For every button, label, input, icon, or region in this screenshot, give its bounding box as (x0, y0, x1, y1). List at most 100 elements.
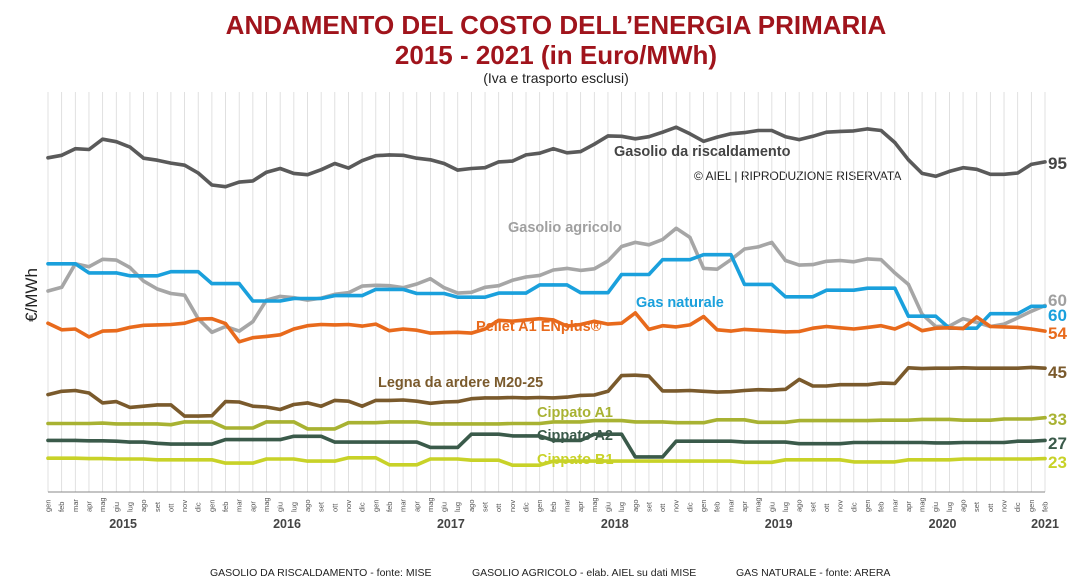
data-point (906, 366, 911, 370)
data-point (865, 440, 870, 445)
series-name-label: Cippato A2 (537, 428, 613, 444)
data-point (264, 438, 269, 442)
data-point (60, 285, 64, 289)
year-label: 2018 (601, 517, 629, 531)
data-point (142, 323, 146, 327)
data-point (865, 383, 870, 387)
data-point (210, 330, 214, 334)
data-point (934, 366, 938, 370)
data-point (742, 327, 747, 331)
data-point (893, 327, 897, 331)
data-point (1016, 457, 1020, 461)
data-point (442, 291, 446, 296)
data-point (415, 328, 419, 332)
series-name-label: Gasolio da riscaldamento (614, 144, 791, 160)
data-point (824, 324, 829, 329)
data-point (961, 317, 965, 321)
data-point (770, 440, 774, 444)
data-point (128, 440, 132, 444)
data-point (783, 258, 788, 263)
data-point (401, 327, 405, 331)
data-point (101, 401, 105, 405)
data-point (374, 154, 378, 158)
data-point (620, 272, 624, 277)
data-point (73, 262, 77, 266)
data-point (742, 388, 747, 393)
series-line (46, 311, 1047, 344)
data-point (1016, 366, 1020, 370)
data-point (811, 458, 815, 462)
data-point (647, 272, 651, 277)
data-point (538, 283, 542, 287)
data-point (606, 322, 610, 326)
data-point (606, 459, 610, 463)
data-point (278, 299, 282, 303)
month-tick-label: gen (535, 499, 544, 512)
data-point (497, 160, 501, 164)
data-point (428, 331, 432, 335)
data-point (278, 333, 282, 337)
month-tick-label: gen (1027, 499, 1036, 512)
data-point (469, 290, 473, 294)
data-point (551, 268, 555, 272)
data-point (223, 322, 228, 326)
data-point (128, 405, 132, 409)
month-tick-label: set (481, 501, 490, 512)
data-point (975, 320, 979, 324)
series-line (46, 432, 1047, 459)
data-point (223, 282, 228, 286)
data-point (387, 420, 391, 424)
data-point (251, 404, 255, 408)
chart-title-line1: ANDAMENTO DEL COSTO DELL’ENERGIA PRIMARI… (226, 10, 887, 40)
data-point (346, 456, 351, 460)
month-tick-label: ott (658, 503, 667, 512)
data-point (865, 325, 870, 329)
data-point (565, 283, 569, 287)
data-point (865, 460, 870, 464)
copyright-notice: © AIEL | RIPRODUZIONE RISERVATA (694, 169, 901, 183)
data-point (661, 389, 665, 393)
month-tick-label: ago (959, 499, 968, 512)
data-point (702, 439, 706, 443)
data-point (565, 438, 569, 442)
data-point (183, 270, 187, 274)
data-point (975, 315, 979, 319)
data-point (647, 243, 651, 247)
data-point (865, 286, 870, 290)
data-point (196, 317, 200, 321)
data-point (101, 457, 105, 461)
data-point (60, 153, 64, 157)
data-point (142, 274, 146, 278)
data-point (715, 253, 719, 257)
data-point (920, 314, 924, 318)
data-point (251, 438, 255, 442)
data-point (169, 403, 173, 407)
data-point (824, 458, 829, 462)
data-point (838, 383, 842, 387)
data-point (592, 142, 596, 146)
data-point (975, 457, 979, 461)
data-point (305, 434, 310, 438)
data-point (579, 291, 583, 295)
series-lines (46, 125, 1047, 467)
data-point (1043, 366, 1047, 370)
data-point (961, 440, 965, 445)
data-point (510, 159, 514, 163)
series-line (46, 456, 1047, 467)
data-point (169, 458, 173, 462)
data-point (483, 396, 487, 400)
data-point (975, 167, 979, 171)
data-point (756, 420, 760, 424)
data-point (906, 282, 911, 286)
data-point (401, 153, 405, 157)
data-point (73, 456, 77, 460)
data-point (114, 329, 118, 333)
data-point (647, 327, 651, 331)
data-point (661, 459, 665, 463)
data-point (346, 291, 351, 295)
data-point (319, 434, 323, 438)
data-point (155, 158, 159, 162)
data-point (647, 455, 651, 459)
data-point (73, 327, 77, 331)
data-point (920, 458, 924, 462)
